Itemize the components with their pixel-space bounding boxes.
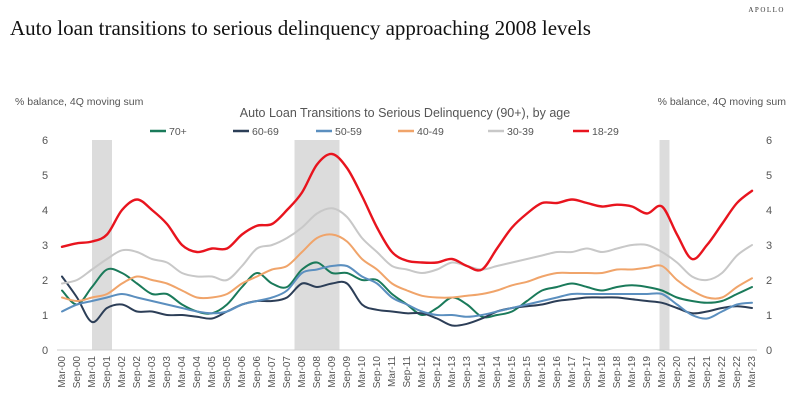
x-tick-label: Sep-17 [582,356,593,389]
legend-label: 18-29 [592,126,619,138]
x-tick-label: Sep-06 [252,356,263,389]
y-tick-right: 6 [766,135,772,147]
x-tick-label: Mar-19 [627,356,638,388]
y-tick-left: 2 [42,275,48,287]
x-tick-label: Mar-01 [87,356,98,388]
y-tick-left: 6 [42,135,48,147]
y-tick-right: 4 [766,205,772,217]
y-tick-left: 4 [42,205,48,217]
x-tick-label: Mar-02 [117,356,128,388]
x-tick-label: Mar-05 [207,356,218,388]
y-tick-right: 1 [766,310,772,322]
x-tick-label: Sep-07 [282,356,293,389]
x-tick-label: Mar-20 [657,356,668,388]
series-lines [60,152,754,327]
x-tick-labels: Mar-00 Sep-00 Mar-01 Sep-01 Mar-02 Sep-02 Mar-… [57,356,758,389]
x-tick-label: Sep-20 [672,356,683,389]
y-tick-right: 0 [766,345,772,357]
x-tick-label: Sep-03 [162,356,173,389]
recession-band-2 [294,140,340,350]
x-tick-label: Mar-21 [687,356,698,388]
x-tick-label: Mar-16 [537,356,548,388]
x-tick-label: Sep-13 [462,356,473,389]
series-line-50-59 [61,264,753,320]
x-tick-label: Mar-23 [747,356,758,388]
x-tick-label: Mar-06 [237,356,248,388]
x-tick-label: Sep-04 [192,356,203,389]
y-tick-left: 0 [42,345,48,357]
recession-shading [92,140,670,350]
legend-label: 70+ [169,126,187,138]
x-tick-label: Mar-11 [387,356,398,387]
x-tick-label: Sep-09 [342,356,353,389]
x-tick-label: Sep-16 [552,356,563,389]
x-tick-label: Sep-05 [222,356,233,389]
y-tick-labels: 0 0 1 1 2 2 3 3 4 4 5 5 6 6 [42,135,772,357]
legend-label: 40-49 [417,126,444,138]
series-line-30-39 [61,207,753,285]
legend-label: 50-59 [335,126,362,138]
series-line-40-49 [61,233,753,302]
x-tick-label: Sep-19 [642,356,653,389]
x-tick-label: Sep-02 [132,356,143,389]
y-tick-right: 5 [766,170,772,182]
x-tick-label: Sep-22 [732,356,743,389]
legend-label: 30-39 [507,126,534,138]
x-tick-label: Sep-21 [702,356,713,389]
x-tick-label: Mar-22 [717,356,728,388]
x-tick-label: Mar-03 [147,356,158,388]
x-tick-label: Sep-01 [102,356,113,389]
x-tick-label: Mar-14 [477,356,488,388]
y-axis-label-left: % balance, 4Q moving sum [15,96,144,108]
y-axis-label-right: % balance, 4Q moving sum [658,96,787,108]
x-tick-label: Mar-12 [417,356,428,388]
x-tick-label: Mar-15 [507,356,518,388]
y-tick-left: 5 [42,170,48,182]
x-tick-label: Sep-08 [312,356,323,389]
legend: 70+ 60-69 50-59 40-49 30-39 18-29 [150,126,619,138]
x-tick-label: Mar-00 [57,356,68,388]
x-tick-label: Sep-11 [402,356,413,388]
x-tick-label: Mar-18 [597,356,608,388]
x-tick-label: Mar-13 [447,356,458,388]
x-tick-label: Mar-07 [267,356,278,388]
legend-label: 60-69 [252,126,279,138]
x-tick-label: Mar-17 [567,356,578,388]
brand-logo: APOLLO [748,6,785,14]
x-tick-label: Mar-08 [297,356,308,388]
x-tick-label: Sep-12 [432,356,443,389]
recession-band-3 [659,140,670,350]
x-tick-label: Mar-04 [177,356,188,388]
x-tick-label: Mar-10 [357,356,368,388]
y-tick-right: 3 [766,240,772,252]
x-tick-label: Sep-14 [492,356,503,389]
y-tick-left: 1 [42,310,48,322]
y-tick-left: 3 [42,240,48,252]
series-line-18-29 [60,152,754,272]
x-tick-label: Sep-18 [612,356,623,389]
x-tick-label: Sep-00 [72,356,83,389]
y-tick-right: 2 [766,275,772,287]
page-headline: Auto loan transitions to serious delinqu… [10,16,591,40]
x-tick-label: Mar-09 [327,356,338,388]
series-line-60-69 [61,275,753,327]
recession-band-1 [92,140,112,350]
x-tick-label: Sep-15 [522,356,533,389]
x-tick-label: Sep-10 [372,356,383,389]
chart-title: Auto Loan Transitions to Serious Delinqu… [240,106,570,120]
